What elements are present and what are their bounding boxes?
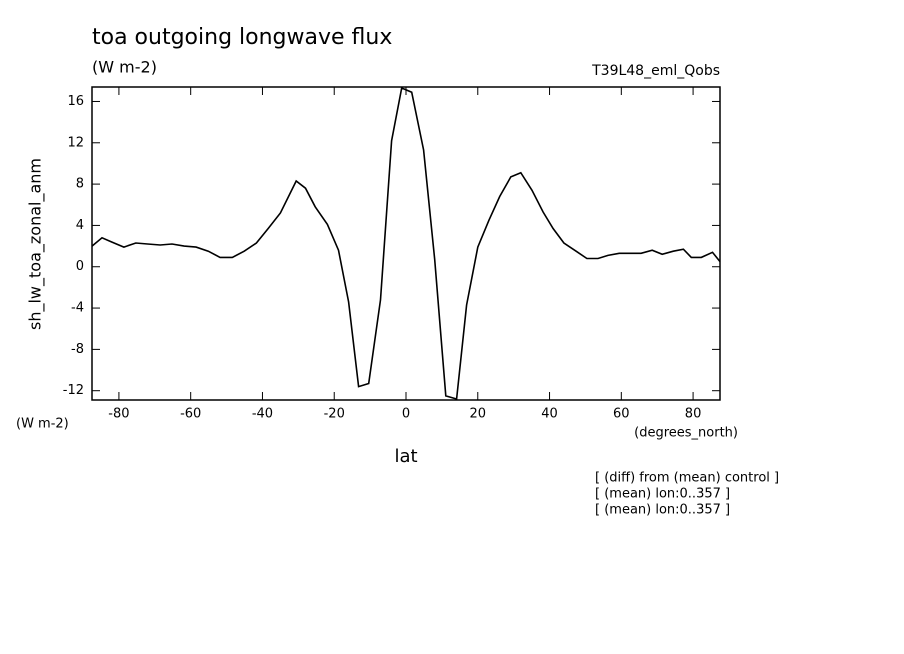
y-tick-label: 8: [76, 177, 84, 192]
y-tick-label: 0: [76, 259, 84, 274]
chart-title: toa outgoing longwave flux: [92, 25, 392, 50]
plot-frame: [91, 86, 721, 401]
x-tick-label: -80: [108, 407, 129, 422]
chart-subtitle: (W m-2): [92, 58, 157, 77]
x-tick-label: 20: [469, 407, 486, 422]
x-tick-label: 60: [613, 407, 630, 422]
y-tick-label: -12: [63, 383, 84, 398]
y-axis-label: sh_lw_toa_zonal_anm: [26, 158, 46, 330]
x-tick-label: -60: [180, 407, 201, 422]
y-tick-label: 12: [67, 135, 84, 150]
x-axis-label: lat: [394, 446, 417, 467]
x-tick-label: -40: [252, 407, 273, 422]
y-tick-label: -4: [71, 301, 84, 316]
note: [ (diff) from (mean) control ]: [595, 471, 779, 486]
note: [ (mean) lon:0..357 ]: [595, 503, 730, 518]
x-tick-label: 80: [685, 407, 702, 422]
x-tick-label: 40: [541, 407, 558, 422]
y-tick-label: 16: [67, 94, 84, 109]
y-units: (W m-2): [16, 417, 69, 432]
x-tick-label: -20: [324, 407, 345, 422]
x-tick-label: 0: [402, 407, 410, 422]
x-units: (degrees_north): [634, 426, 738, 441]
note: [ (mean) lon:0..357 ]: [595, 487, 730, 502]
y-tick-label: -8: [71, 342, 84, 357]
y-tick-label: 4: [76, 218, 84, 233]
data-line: [91, 86, 721, 401]
experiment-label: T39L48_eml_Qobs: [591, 63, 720, 79]
